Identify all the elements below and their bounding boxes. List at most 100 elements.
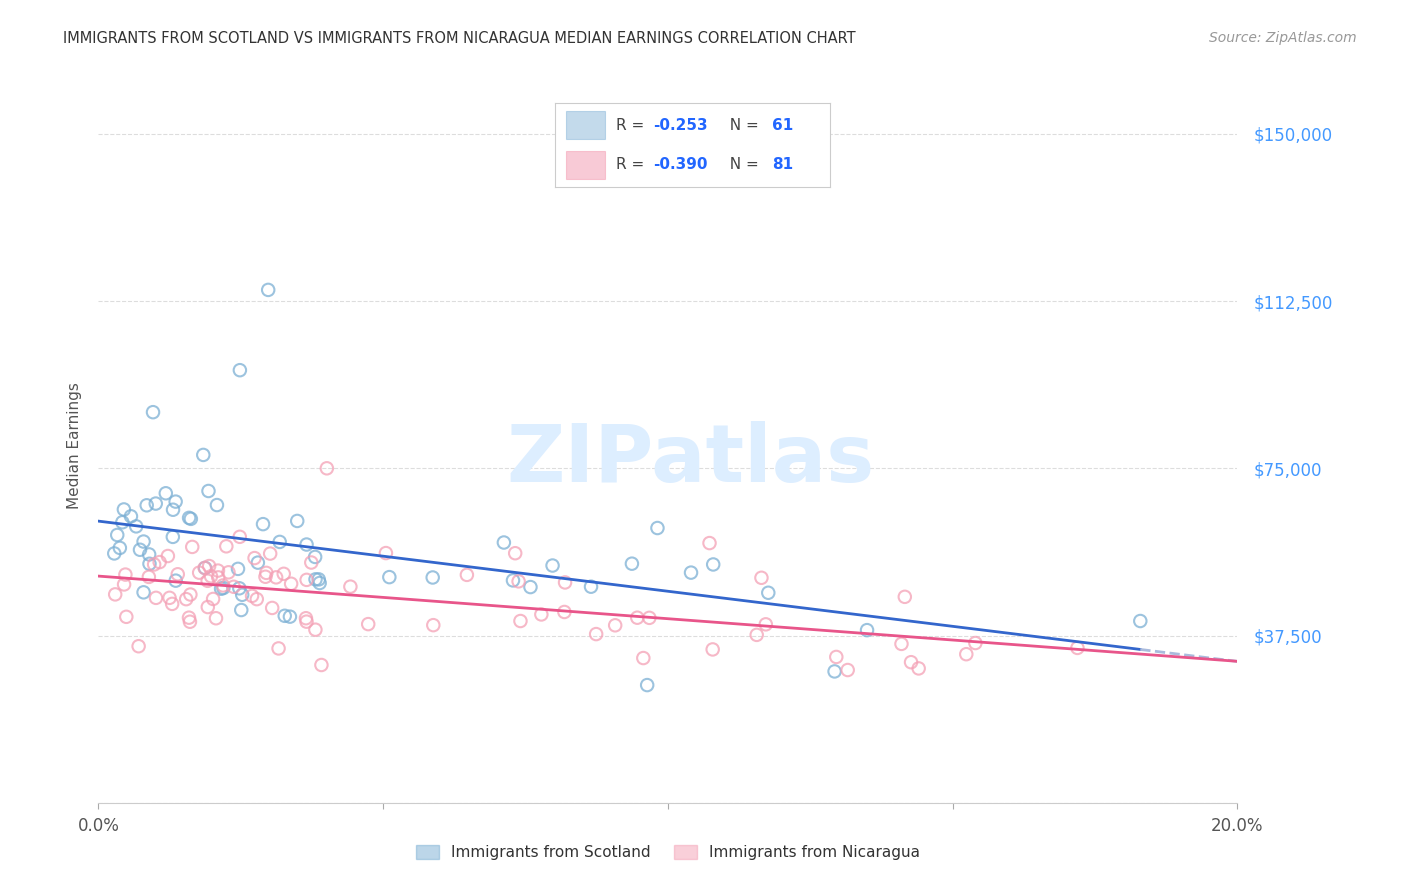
Point [162, 530, 184, 544]
Point [207, 570, 229, 584]
Point [456, 567, 478, 582]
Point [112, 502, 135, 516]
Point [200, 569, 222, 583]
Point [856, 623, 879, 637]
Point [900, 655, 922, 669]
Point [228, 582, 250, 596]
Point [181, 540, 204, 554]
Point [246, 592, 269, 607]
Point [1066, 640, 1088, 655]
Point [165, 494, 187, 508]
Point [374, 546, 396, 560]
Point [174, 592, 197, 607]
Point [207, 564, 229, 578]
Point [231, 588, 253, 602]
Point [308, 573, 330, 587]
Point [194, 561, 217, 575]
Point [702, 642, 724, 657]
Point [138, 570, 160, 584]
Point [267, 641, 290, 656]
Point [647, 521, 669, 535]
Point [197, 574, 219, 588]
Point [503, 546, 526, 560]
Point [222, 580, 245, 594]
Point [103, 546, 125, 560]
Point [114, 567, 136, 582]
Point [339, 580, 361, 594]
Point [108, 541, 131, 555]
Text: Source: ZipAtlas.com: Source: ZipAtlas.com [1209, 31, 1357, 45]
Point [254, 566, 277, 580]
Point [205, 611, 228, 625]
Point [254, 570, 277, 584]
Point [105, 528, 128, 542]
Point [125, 519, 148, 533]
Point [638, 611, 661, 625]
Point [304, 549, 326, 564]
Point [679, 566, 702, 580]
Point [129, 542, 152, 557]
Point [422, 618, 444, 632]
Point [246, 556, 269, 570]
Point [135, 498, 157, 512]
Point [508, 574, 530, 589]
Point [179, 615, 201, 629]
Point [702, 558, 724, 572]
Text: 81: 81 [772, 157, 793, 172]
Point [280, 576, 302, 591]
Point [104, 587, 127, 601]
Point [198, 559, 221, 574]
Point [311, 658, 333, 673]
Point [509, 614, 531, 628]
Point [304, 623, 326, 637]
Point [111, 515, 134, 529]
Point [269, 535, 291, 549]
Text: -0.390: -0.390 [652, 157, 707, 172]
Point [229, 530, 252, 544]
Legend: Immigrants from Scotland, Immigrants from Nicaragua: Immigrants from Scotland, Immigrants fro… [409, 839, 927, 866]
Point [699, 536, 721, 550]
Point [252, 517, 274, 532]
Point [212, 581, 235, 595]
Point [295, 537, 318, 551]
Point [308, 576, 330, 591]
Point [357, 617, 380, 632]
Point [202, 591, 225, 606]
Point [155, 486, 177, 500]
Point [378, 570, 401, 584]
Point [274, 608, 297, 623]
Point [231, 603, 253, 617]
Point [240, 589, 263, 603]
Point [492, 535, 515, 549]
Point [965, 636, 987, 650]
Point [1129, 614, 1152, 628]
Point [215, 539, 238, 553]
Point [205, 498, 228, 512]
Point [229, 363, 252, 377]
Point [177, 511, 200, 525]
Point [145, 591, 167, 605]
Point [149, 555, 172, 569]
Point [530, 607, 553, 622]
Point [226, 562, 249, 576]
Point [197, 600, 219, 615]
Point [160, 597, 183, 611]
Point [273, 566, 295, 581]
Text: -0.253: -0.253 [652, 118, 707, 133]
Bar [567, 111, 605, 139]
Point [541, 558, 564, 573]
Point [422, 570, 444, 584]
Point [120, 509, 142, 524]
Bar [567, 151, 605, 178]
Point [166, 567, 188, 582]
Point [132, 585, 155, 599]
Point [553, 605, 575, 619]
Point [132, 534, 155, 549]
Point [636, 678, 658, 692]
Point [315, 461, 337, 475]
Point [751, 571, 773, 585]
Point [142, 405, 165, 419]
Text: 61: 61 [772, 118, 793, 133]
Point [955, 647, 977, 661]
Point [188, 566, 211, 580]
